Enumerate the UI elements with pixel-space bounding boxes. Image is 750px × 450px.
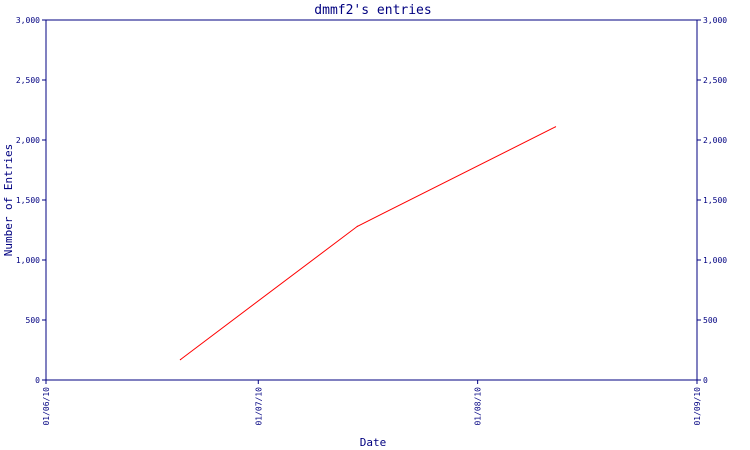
- y-tick-label-right: 500: [703, 316, 718, 325]
- series-layer: [179, 126, 557, 361]
- series-line-0: [180, 126, 556, 360]
- y-axis-right: 0 500 1,000 1,500 2,000 2,500 3,000: [697, 16, 727, 385]
- y-tick-label-right: 2,000: [703, 136, 727, 145]
- x-axis: 01/06/10 01/07/10 01/08/10 01/09/10: [42, 380, 702, 426]
- x-tick-label: 01/06/10: [42, 387, 51, 426]
- y-tick-label-right: 2,500: [703, 76, 727, 85]
- y-tick-label-right: 1,500: [703, 196, 727, 205]
- y-tick-label-right: 1,000: [703, 256, 727, 265]
- series-point: [554, 126, 557, 128]
- y-tick-label-left: 1,000: [16, 256, 40, 265]
- y-tick-label-left: 500: [26, 316, 41, 325]
- y-tick-label-left: 2,500: [16, 76, 40, 85]
- y-tick-label-left: 3,000: [16, 16, 40, 25]
- series-point: [356, 225, 358, 227]
- x-axis-label: Date: [360, 436, 387, 449]
- x-tick-label: 01/08/10: [474, 387, 483, 426]
- y-tick-label-left: 1,500: [16, 196, 40, 205]
- y-axis-label: Number of Entries: [2, 144, 15, 257]
- y-tick-label-left: 2,000: [16, 136, 40, 145]
- plot-area-frame: [45, 19, 698, 381]
- y-tick-label-left: 0: [35, 376, 40, 385]
- x-tick-label: 01/07/10: [254, 387, 263, 426]
- y-tick-label-right: 3,000: [703, 16, 727, 25]
- series-point: [179, 359, 182, 361]
- chart-title: dmmf2's entries: [314, 3, 431, 18]
- y-axis-left: 0 500 1,000 1,500 2,000 2,500 3,000: [16, 16, 46, 385]
- y-tick-label-right: 0: [703, 376, 708, 385]
- x-tick-label: 01/09/10: [693, 387, 702, 426]
